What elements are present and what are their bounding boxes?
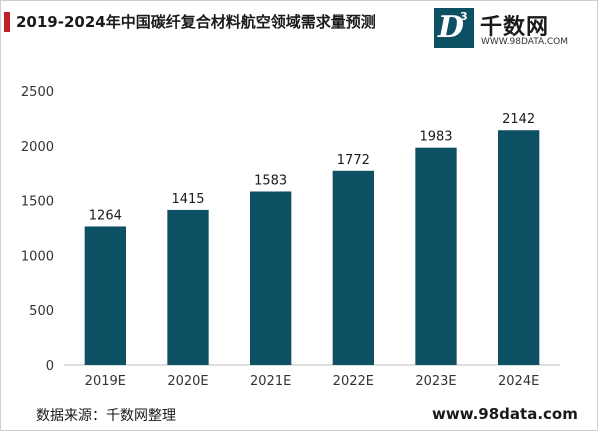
data-label: 1583 <box>254 174 287 189</box>
bar <box>498 130 540 365</box>
bar <box>415 147 457 365</box>
x-tick-label: 2023E <box>415 374 456 389</box>
x-tick-label: 2022E <box>333 374 374 389</box>
data-label: 2142 <box>502 112 535 127</box>
data-label: 1264 <box>89 208 122 223</box>
bar <box>84 226 126 365</box>
site-url: www.98data.com <box>432 405 578 423</box>
y-tick-label: 2500 <box>21 85 54 100</box>
x-tick-label: 2024E <box>498 374 539 389</box>
x-tick-label: 2020E <box>167 374 208 389</box>
data-label: 1772 <box>337 153 370 168</box>
y-tick-label: 500 <box>29 304 54 319</box>
y-tick-label: 2000 <box>21 140 54 155</box>
logo-mark-icon: D 3 <box>434 8 474 48</box>
brand-logo: D 3 千数网 WWW.98DATA.COM <box>434 8 594 50</box>
data-label: 1415 <box>171 192 204 207</box>
logo-name: 千数网 <box>480 15 550 40</box>
x-tick-label: 2019E <box>85 374 126 389</box>
logo-mark-superscript: 3 <box>460 10 468 23</box>
title-accent-bar <box>4 12 10 32</box>
bar <box>332 170 374 365</box>
bar <box>167 209 209 365</box>
y-tick-label: 1500 <box>21 195 54 210</box>
bar <box>250 191 292 365</box>
data-source-note: 数据来源：千数网整理 <box>36 408 176 424</box>
y-tick-label: 0 <box>46 359 54 374</box>
data-label: 1983 <box>419 130 452 145</box>
logo-url: WWW.98DATA.COM <box>481 37 568 47</box>
chart-title: 2019-2024年中国碳纤复合材料航空领域需求量预测 <box>16 13 376 31</box>
x-tick-label: 2021E <box>250 374 291 389</box>
y-tick-label: 1000 <box>21 249 54 264</box>
logo-mark-letter: D <box>438 10 465 45</box>
